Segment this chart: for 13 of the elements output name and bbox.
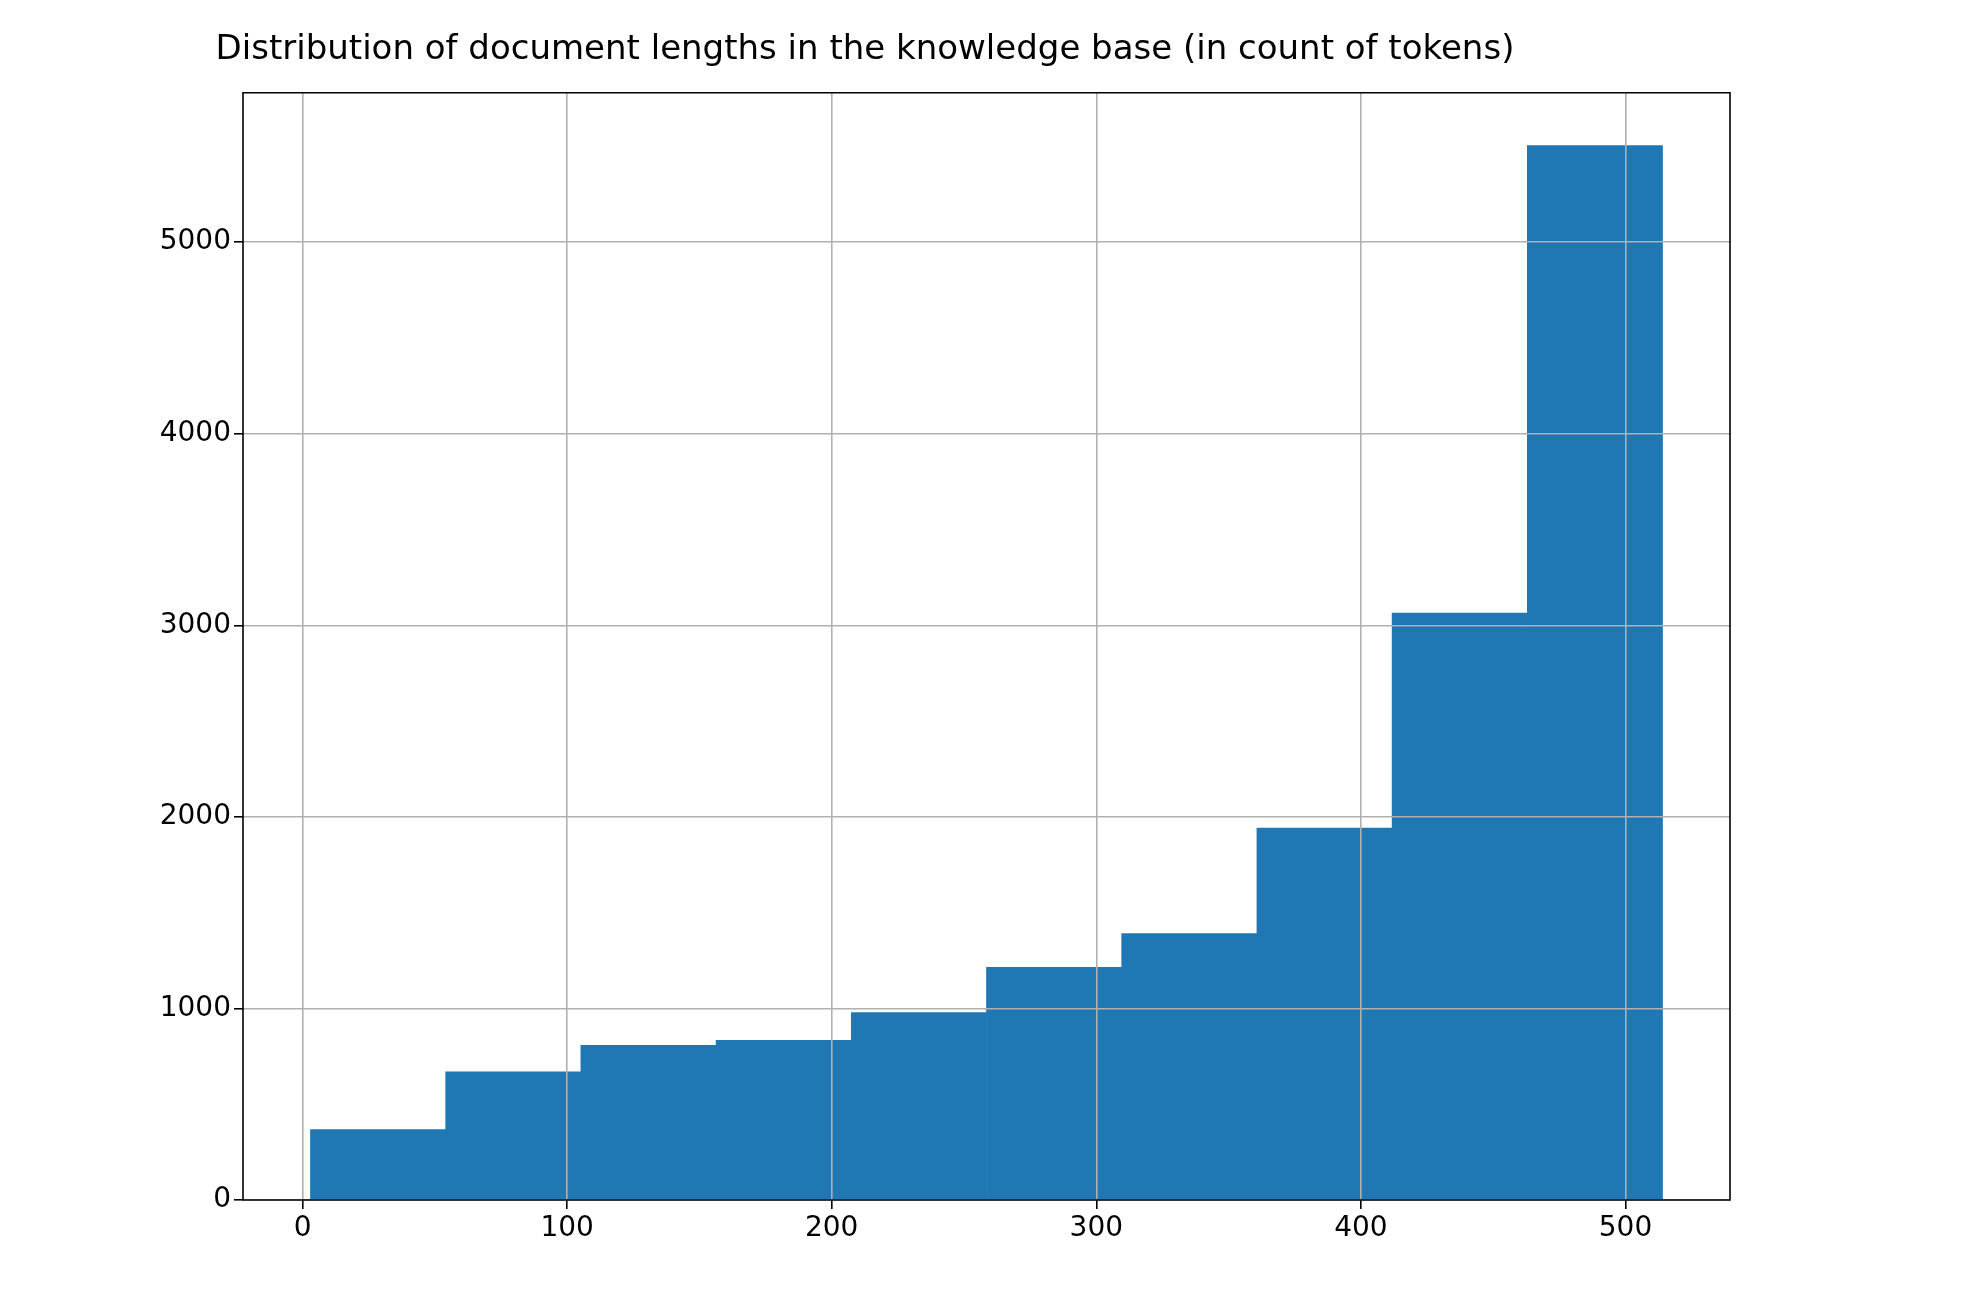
y-tick-label: 0 (213, 1181, 231, 1215)
x-tick-label: 400 (1334, 1210, 1388, 1244)
x-tick-label: 500 (1598, 1210, 1653, 1244)
y-tick-label: 5000 (159, 223, 231, 257)
y-tick-label: 2000 (159, 798, 231, 832)
x-tick-label: 300 (1069, 1210, 1124, 1244)
x-tick-label: 100 (540, 1210, 594, 1244)
y-tick-label: 1000 (159, 989, 231, 1023)
x-tick-label: 0 (293, 1210, 312, 1244)
chart-title: Distribution of document lengths in the knowledge base (in count of tokens) (215, 27, 1515, 68)
x-tick-label: 200 (804, 1210, 859, 1244)
y-tick-label: 4000 (159, 415, 231, 449)
y-tick-label: 3000 (159, 606, 231, 640)
